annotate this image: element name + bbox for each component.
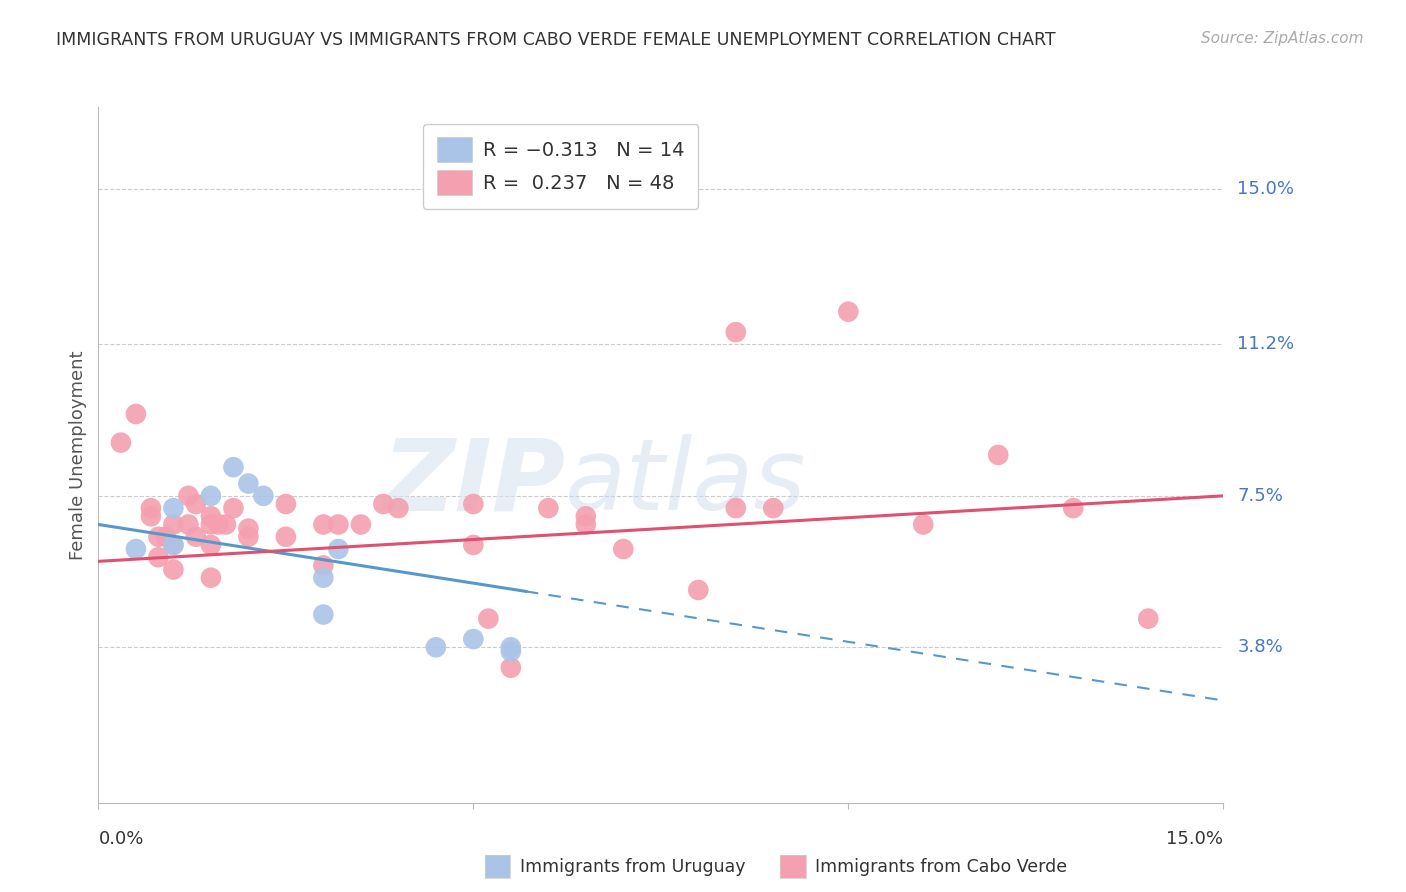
Y-axis label: Female Unemployment: Female Unemployment <box>69 351 87 559</box>
Point <box>238 522 260 536</box>
Point <box>125 407 148 421</box>
Point <box>575 517 598 532</box>
Point <box>162 562 184 576</box>
Point <box>312 558 335 573</box>
Point <box>837 304 859 318</box>
Point <box>148 550 170 565</box>
Point <box>200 489 222 503</box>
Text: Immigrants from Cabo Verde: Immigrants from Cabo Verde <box>815 858 1067 876</box>
Point <box>499 640 522 655</box>
Point <box>200 571 222 585</box>
Point <box>238 476 260 491</box>
Point <box>177 489 200 503</box>
Point <box>987 448 1010 462</box>
Point <box>177 517 200 532</box>
Point <box>162 501 184 516</box>
Point <box>222 501 245 516</box>
Point <box>139 501 162 516</box>
Point <box>724 501 747 516</box>
Point <box>148 530 170 544</box>
Legend: R = −0.313   N = 14, R =  0.237   N = 48: R = −0.313 N = 14, R = 0.237 N = 48 <box>423 124 699 209</box>
Point <box>912 517 935 532</box>
Point <box>207 517 229 532</box>
Point <box>155 530 177 544</box>
Point <box>350 517 373 532</box>
Text: Source: ZipAtlas.com: Source: ZipAtlas.com <box>1201 31 1364 46</box>
Point <box>612 542 634 557</box>
Point <box>328 517 350 532</box>
Text: 3.8%: 3.8% <box>1237 639 1284 657</box>
Text: atlas: atlas <box>565 434 807 532</box>
Point <box>328 542 350 557</box>
Point <box>110 435 132 450</box>
Point <box>1062 501 1084 516</box>
Point <box>139 509 162 524</box>
Text: 15.0%: 15.0% <box>1237 180 1295 198</box>
Point <box>373 497 395 511</box>
Point <box>499 661 522 675</box>
Point <box>274 497 297 511</box>
Point <box>537 501 560 516</box>
Point <box>274 530 297 544</box>
Point <box>499 644 522 658</box>
Text: 15.0%: 15.0% <box>1166 830 1223 847</box>
Point <box>575 509 598 524</box>
Point <box>463 632 485 646</box>
Point <box>387 501 409 516</box>
Point <box>463 538 485 552</box>
Point <box>463 497 485 511</box>
Point <box>762 501 785 516</box>
Point <box>312 607 335 622</box>
Point <box>312 517 335 532</box>
Point <box>162 538 184 552</box>
Text: IMMIGRANTS FROM URUGUAY VS IMMIGRANTS FROM CABO VERDE FEMALE UNEMPLOYMENT CORREL: IMMIGRANTS FROM URUGUAY VS IMMIGRANTS FR… <box>56 31 1056 49</box>
Point <box>312 571 335 585</box>
Point <box>162 517 184 532</box>
Point <box>252 489 274 503</box>
Point <box>184 497 207 511</box>
Point <box>1137 612 1160 626</box>
Text: 7.5%: 7.5% <box>1237 487 1284 505</box>
Point <box>162 538 184 552</box>
Point <box>184 530 207 544</box>
Text: 11.2%: 11.2% <box>1237 335 1295 353</box>
Point <box>477 612 499 626</box>
Point <box>200 517 222 532</box>
Point <box>200 538 222 552</box>
Point <box>425 640 447 655</box>
Point <box>215 517 238 532</box>
Text: ZIP: ZIP <box>382 434 565 532</box>
Text: 0.0%: 0.0% <box>98 830 143 847</box>
Point <box>688 582 710 597</box>
Point <box>724 325 747 339</box>
Point <box>125 542 148 557</box>
Point <box>222 460 245 475</box>
Text: Immigrants from Uruguay: Immigrants from Uruguay <box>520 858 745 876</box>
Point <box>200 509 222 524</box>
Point <box>238 530 260 544</box>
